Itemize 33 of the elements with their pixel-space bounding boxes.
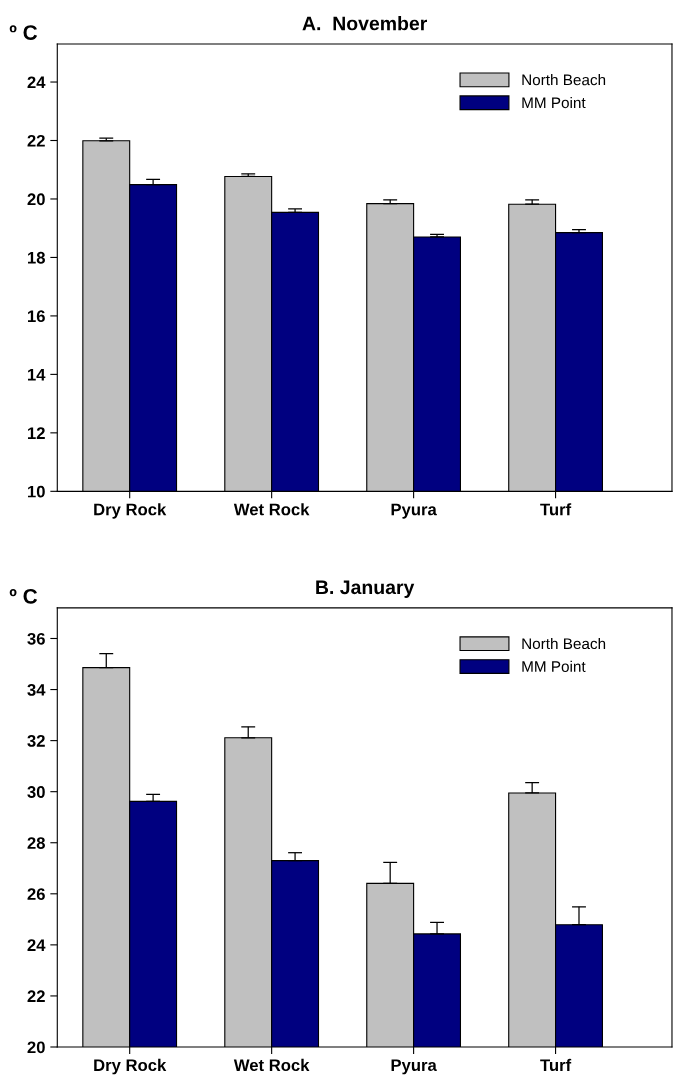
x-tick-label: Wet Rock xyxy=(233,503,310,516)
chart-title: B. January xyxy=(316,580,415,598)
y-tick-label: 22 xyxy=(27,134,45,147)
x-tick-label: Wet Rock xyxy=(233,1058,310,1072)
y-tick-label: 24 xyxy=(27,939,46,951)
legend-label: MM Point xyxy=(522,96,586,109)
y-tick-label: 30 xyxy=(27,786,45,798)
y-axis-title: º C xyxy=(9,25,38,40)
y-tick-label: 34 xyxy=(27,683,46,696)
y-tick-label: 32 xyxy=(27,735,45,747)
x-tick-label: Pyura xyxy=(391,503,437,519)
y-tick-label: 20 xyxy=(27,193,45,206)
x-tick-label: Dry Rock xyxy=(94,503,167,519)
y-axis-title: º C xyxy=(9,588,38,604)
y-tick-label: 16 xyxy=(28,310,45,323)
y-tick-label: 14 xyxy=(28,368,46,381)
y-tick-label: 24 xyxy=(27,76,46,89)
y-tick-label: 10 xyxy=(28,485,45,498)
x-tick-label: Turf xyxy=(540,503,572,516)
chart-title: A. November xyxy=(302,16,428,31)
x-tick-label: Dry Rock xyxy=(94,1058,167,1075)
legend-label: North Beach xyxy=(522,637,606,650)
x-tick-label: Turf xyxy=(540,1058,572,1072)
y-tick-label: 28 xyxy=(27,837,45,849)
y-tick-label: 22 xyxy=(27,990,45,1002)
y-tick-label: 36 xyxy=(27,632,45,645)
y-tick-label: 26 xyxy=(27,888,45,901)
y-tick-label: 20 xyxy=(27,1041,45,1054)
x-tick-label: Pyura xyxy=(391,1059,437,1075)
y-tick-label: 18 xyxy=(28,251,45,264)
legend-label: MM Point xyxy=(522,660,586,672)
legend-label: North Beach xyxy=(522,74,606,86)
y-tick-label: 12 xyxy=(28,427,45,439)
